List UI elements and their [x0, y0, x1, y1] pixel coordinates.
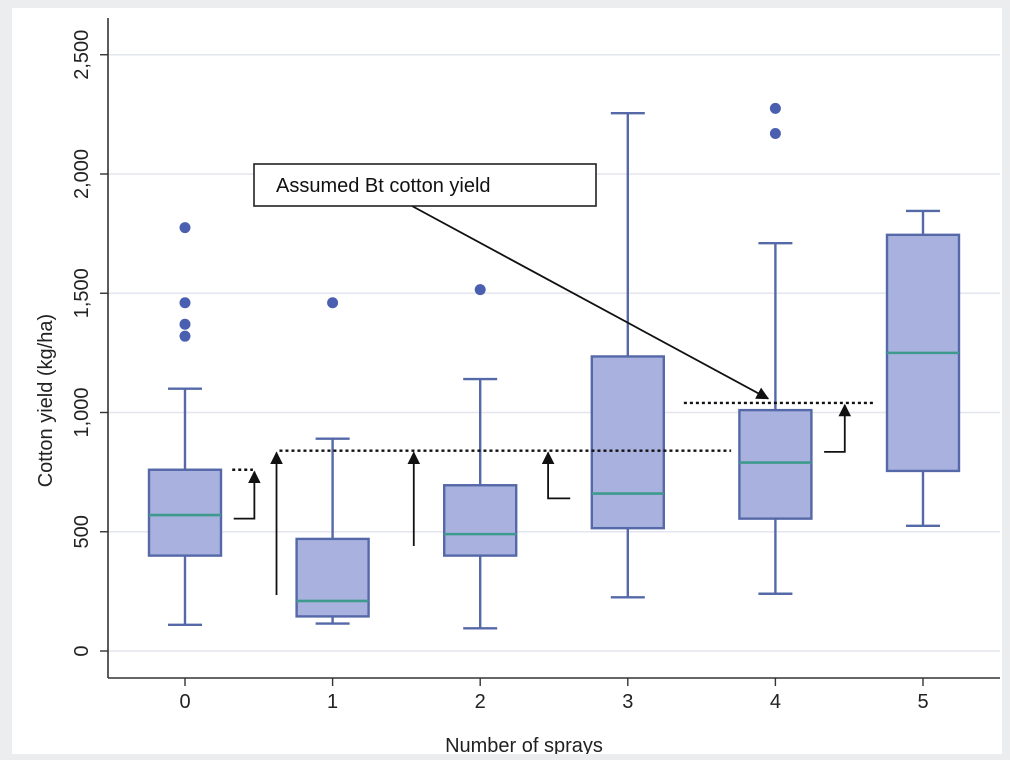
- outlier-point: [474, 284, 486, 296]
- annotations: [232, 205, 876, 595]
- yield-gain-arrow: [233, 470, 261, 520]
- callout-label: Assumed Bt cotton yield: [276, 175, 491, 197]
- outlier-point: [179, 222, 191, 234]
- iqr-box: [738, 408, 813, 520]
- x-axis-ticks: 0 1 2 3 4 5: [179, 678, 929, 713]
- outlier-point: [179, 318, 191, 330]
- callout-box: [253, 163, 597, 207]
- outlier-point: [327, 297, 339, 309]
- x-tick-label: 1: [327, 691, 338, 713]
- iqr-box: [443, 484, 518, 557]
- boxes: [147, 102, 961, 630]
- callout-pointer-arrow: [411, 205, 770, 400]
- outlier-point: [769, 102, 781, 114]
- outlier-point: [769, 127, 781, 139]
- y-tick-label: 1,000: [71, 387, 93, 437]
- y-tick-label: 2,500: [71, 30, 93, 80]
- yield-gain-arrow: [541, 451, 571, 500]
- x-axis-title: Number of sprays: [445, 735, 603, 754]
- outlier-point: [179, 330, 191, 342]
- x-tick-label: 4: [770, 691, 781, 713]
- box-group: [295, 297, 370, 625]
- y-tick-label: 0: [71, 645, 93, 656]
- box-group: [738, 102, 813, 595]
- iqr-box: [590, 355, 665, 530]
- box-group: [147, 222, 223, 626]
- y-axis-title: Cotton yield (kg/ha): [35, 314, 57, 487]
- box-group: [443, 284, 518, 630]
- x-tick-label: 5: [917, 691, 928, 713]
- y-axis-ticks: 0 500 1,000 1,500 2,000 2,500: [71, 30, 108, 657]
- y-tick-label: 2,000: [71, 149, 93, 199]
- y-tick-label: 1,500: [71, 268, 93, 318]
- gridlines: [108, 54, 1000, 652]
- box-group: [885, 209, 961, 527]
- iqr-box: [147, 468, 223, 557]
- box-plot-chart: 0 500 1,000 1,500 2,000 2,500 0 1 2 3 4 5 Assumed …: [35, 18, 1000, 754]
- y-tick-label: 500: [71, 515, 93, 548]
- yield-gain-arrow: [824, 403, 852, 453]
- iqr-box: [295, 537, 370, 618]
- chart-frame: 0 500 1,000 1,500 2,000 2,500 0 1 2 3 4 5 Assumed …: [12, 8, 1002, 754]
- box-group: [590, 111, 665, 599]
- outlier-point: [179, 297, 191, 309]
- x-tick-label: 2: [475, 691, 486, 713]
- x-tick-label: 0: [179, 691, 190, 713]
- x-tick-label: 3: [622, 691, 633, 713]
